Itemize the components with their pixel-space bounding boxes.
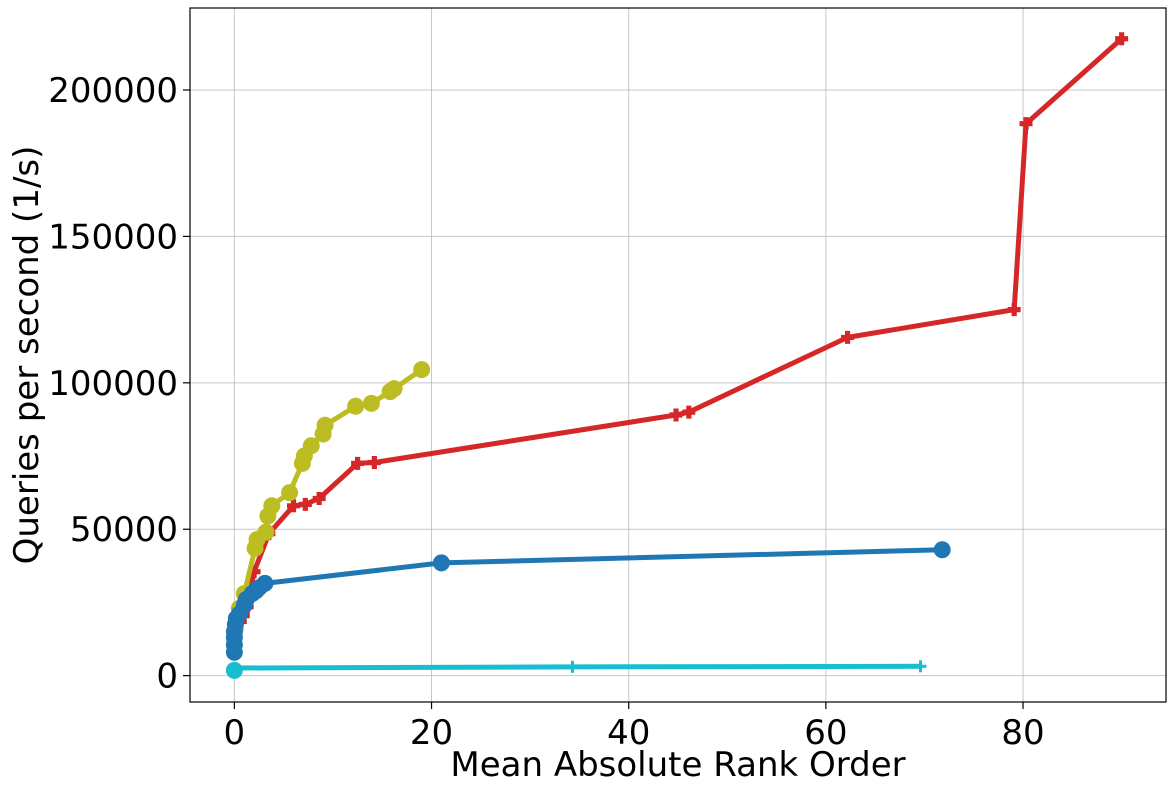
data-point <box>1115 32 1129 46</box>
x-axis: 0 20 40 60 80 <box>224 702 1045 753</box>
y-tick-label: 150000 <box>48 217 178 257</box>
y-tick-label: 50000 <box>70 510 178 550</box>
x-tick-label: 60 <box>804 713 847 753</box>
x-gridlines <box>233 8 1024 702</box>
data-point <box>362 394 380 412</box>
data-point <box>914 660 927 673</box>
data-point <box>432 554 450 572</box>
data-point <box>347 397 365 415</box>
data-point <box>263 497 281 515</box>
series-3 <box>225 660 927 679</box>
data-point <box>385 380 403 398</box>
x-tick-label: 80 <box>1001 713 1044 753</box>
x-tick-label: 20 <box>410 713 453 753</box>
data-point <box>351 456 365 470</box>
x-axis-label: Mean Absolute Rank Order <box>450 745 905 785</box>
y-axis-label: Queries per second (1/s) <box>7 146 47 565</box>
data-point <box>682 405 696 419</box>
data-point <box>413 361 431 379</box>
data-point <box>281 484 299 502</box>
data-point <box>312 491 326 505</box>
y-tick-label: 200000 <box>48 71 178 111</box>
series-2 <box>225 541 951 661</box>
data-point <box>841 330 855 344</box>
data-point <box>247 565 261 579</box>
x-tick-label: 0 <box>224 713 246 753</box>
data-point <box>316 416 334 434</box>
data-point <box>1019 117 1033 131</box>
data-point <box>1007 303 1021 317</box>
y-axis: 0 50000 100000 150000 200000 <box>48 71 190 697</box>
y-tick-label: 100000 <box>48 364 178 404</box>
x-tick-label: 40 <box>607 713 650 753</box>
data-point <box>933 541 951 559</box>
data-point <box>256 574 274 592</box>
data-point <box>302 437 320 455</box>
data-point <box>566 660 579 673</box>
data-point <box>257 523 275 541</box>
y-gridlines <box>190 89 1166 677</box>
series-layer <box>225 32 1129 679</box>
plot-frame <box>189 7 1167 703</box>
data-point <box>287 499 301 513</box>
data-point-start <box>225 661 243 679</box>
data-point <box>669 408 683 422</box>
data-point <box>298 497 312 511</box>
data-point <box>367 455 381 469</box>
y-tick-label: 0 <box>156 657 178 697</box>
